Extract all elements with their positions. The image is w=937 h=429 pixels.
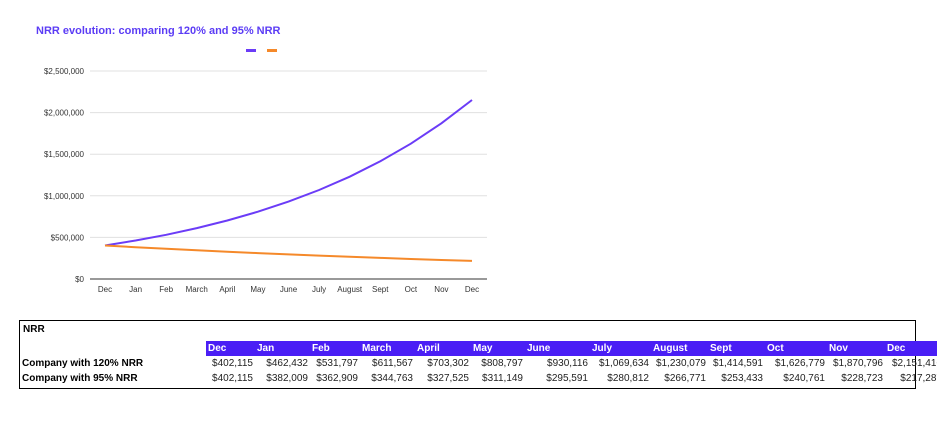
table-cell: $1,870,796: [832, 358, 883, 369]
x-tick-label: Dec: [98, 285, 112, 294]
x-tick-label: June: [280, 285, 298, 294]
x-tick-label: Dec: [465, 285, 479, 294]
table-cell: $253,433: [721, 373, 763, 384]
series-line-0: [104, 99, 473, 247]
y-tick-label: $1,000,000: [44, 192, 85, 201]
y-tick-label: $0: [75, 275, 84, 284]
table-cell: $2,151,416: [891, 358, 937, 369]
table-cell: $280,812: [607, 373, 649, 384]
table-row-label: Company with 120% NRR: [22, 358, 144, 369]
table-header-cell: July: [590, 341, 651, 356]
y-tick-label: $500,000: [51, 233, 85, 242]
table-cell: $402,115: [212, 373, 253, 384]
table-cell: $344,763: [371, 373, 413, 384]
table-cell: $228,723: [841, 373, 883, 384]
table-cell: $531,797: [316, 358, 358, 369]
y-tick-label: $2,500,000: [44, 67, 85, 76]
table-row: Company with 120% NRR $402,115 $462,432 $53…: [20, 356, 937, 371]
nrr-chart: NRR evolution: comparing 120% and 95% NR…: [0, 0, 500, 310]
table-header-cell: Dec: [206, 341, 255, 356]
table-header-row: Dec Jan Feb March April May June July August Sept…: [20, 341, 937, 356]
table-header-cell: March: [360, 341, 415, 356]
table-cell: $266,771: [664, 373, 706, 384]
table-cell: $362,909: [316, 373, 358, 384]
legend-swatch-120: [246, 49, 256, 52]
x-tick-label: August: [337, 285, 363, 294]
table-header-cell: Sept: [708, 341, 765, 356]
y-tick-label: $2,000,000: [44, 109, 85, 118]
x-tick-label: Feb: [159, 285, 173, 294]
table-header-cell: Nov: [827, 341, 885, 356]
table-cell: $1,626,779: [774, 358, 825, 369]
table-header-cell: Dec: [885, 341, 937, 356]
table-header-cell: April: [415, 341, 471, 356]
x-tick-label: July: [312, 285, 326, 294]
table-cell: $240,761: [783, 373, 825, 384]
table-cell: $382,009: [266, 373, 308, 384]
table-cell: $1,069,634: [598, 358, 649, 369]
table-cell: $402,115: [212, 358, 253, 369]
table-row-label: Company with 95% NRR: [22, 373, 138, 384]
x-tick-label: Jan: [129, 285, 142, 294]
table-header-cell: Oct: [765, 341, 827, 356]
y-tick-label: $1,500,000: [44, 150, 85, 159]
table-cell: $1,230,079: [655, 358, 706, 369]
table-header-cell: May: [471, 341, 525, 356]
table-cell: $217,287: [900, 373, 937, 384]
table-cell: $808,797: [481, 358, 523, 369]
table-cell: $611,567: [372, 358, 413, 369]
x-tick-label: March: [186, 285, 208, 294]
x-tick-label: May: [250, 285, 265, 294]
table-body: Company with 120% NRR $402,115 $462,432 $53…: [20, 356, 937, 386]
x-tick-label: Sept: [372, 285, 389, 294]
series-line-1: [104, 244, 473, 262]
x-tick-label: Oct: [405, 285, 418, 294]
table-header-cell: Feb: [310, 341, 360, 356]
table-cell: $930,116: [547, 358, 588, 369]
chart-plot: $0 $500,000 $1,000,000 $1,500,000 $2,000,000…: [44, 67, 487, 294]
table-cell: $295,591: [546, 373, 588, 384]
nrr-table-container: NRR Dec Jan Feb March April May June July August…: [19, 320, 937, 389]
table-cell: $462,432: [266, 358, 308, 369]
table-row: Company with 95% NRR $402,115 $382,009 $362…: [20, 371, 937, 386]
table-header-cell: August: [651, 341, 708, 356]
nrr-table: Dec Jan Feb March April May June July August Sept…: [20, 341, 937, 386]
table-header-cell: June: [525, 341, 590, 356]
x-tick-label: Nov: [434, 285, 448, 294]
chart-title: NRR evolution: comparing 120% and 95% NR…: [36, 25, 281, 37]
table-cell: $311,149: [482, 373, 523, 384]
table-cell: $327,525: [427, 373, 469, 384]
table-header-cell: Jan: [255, 341, 310, 356]
chart-legend: [246, 49, 277, 52]
table-cell: $1,414,591: [712, 358, 763, 369]
table-header-blank: [20, 341, 206, 356]
table-title: NRR: [23, 324, 45, 335]
table-cell: $703,302: [427, 358, 469, 369]
legend-swatch-95: [267, 49, 277, 52]
x-tick-label: April: [219, 285, 235, 294]
